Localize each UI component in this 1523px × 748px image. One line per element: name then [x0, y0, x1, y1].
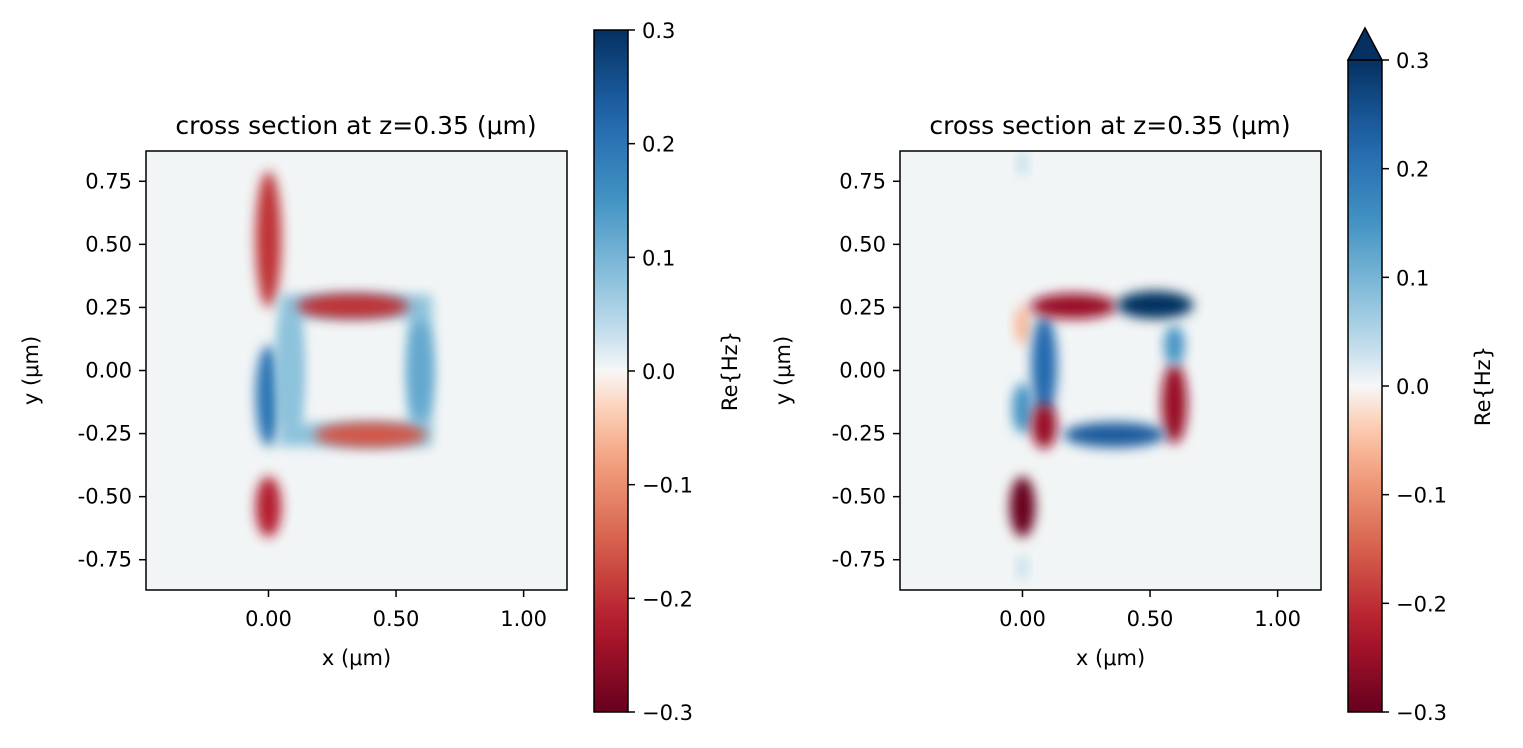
field-lobe-12	[1017, 554, 1028, 580]
colorbar-tick-label: 0.3	[642, 19, 675, 43]
colorbar-tick-label: 0.3	[1396, 49, 1429, 73]
colorbar-tick-label: −0.1	[1396, 484, 1447, 508]
x-tick-label: 0.00	[245, 607, 292, 631]
colorbar-label: Re{Hz}	[1471, 346, 1495, 426]
field-lobe-4	[1031, 314, 1057, 416]
x-tick-label: 0.50	[373, 607, 420, 631]
chart-title: cross section at z=0.35 (μm)	[175, 111, 536, 140]
colorbar: 0.3 0.2 0.1 0.0 −0.1 −0.2 −0.3 Re{Hz}	[593, 19, 742, 725]
chart-title: cross section at z=0.35 (μm)	[929, 111, 1290, 140]
colorbar-tick-label: 0.2	[1396, 158, 1429, 182]
heatmap-panel-2: 0.00 0.50 1.00 0.75 0.50 0.25 0.00 -0.25 -0.50 -0…	[771, 26, 1495, 725]
x-tick-label: 0.00	[999, 607, 1046, 631]
heatmap-background	[900, 151, 1321, 590]
colorbar-tick-label: 0.1	[1396, 266, 1429, 290]
field-lobe-6	[314, 422, 427, 448]
y-tick-label: 0.00	[839, 359, 886, 383]
field-lobe-9	[1164, 325, 1185, 366]
colorbar-tick-label: −0.2	[642, 587, 693, 611]
y-tick-label: 0.00	[85, 359, 132, 383]
colorbar-gradient	[1348, 60, 1382, 712]
y-tick-label: -0.50	[832, 485, 886, 509]
field-lobe-5	[1031, 403, 1057, 449]
y-tick-label: -0.75	[832, 548, 886, 572]
colorbar-tick-label: −0.3	[642, 701, 693, 725]
x-tick-label: 0.50	[1127, 607, 1174, 631]
field-lobe-8	[277, 314, 303, 427]
colorbar-tick-label: −0.3	[1396, 701, 1447, 725]
colorbar-tick-label: 0.1	[642, 246, 675, 270]
colorbar-label: Re{Hz}	[718, 331, 742, 411]
y-tick-label: 0.50	[839, 232, 886, 256]
x-tick-label: 1.00	[500, 607, 547, 631]
y-tick-label: -0.75	[78, 548, 132, 572]
field-lobe-11	[1017, 151, 1028, 177]
field-layer	[255, 171, 434, 538]
y-axis-label: y (μm)	[19, 336, 43, 405]
colorbar-tick-label: 0.2	[642, 133, 675, 157]
field-lobe-1	[1009, 476, 1036, 538]
field-lobe-7	[407, 320, 434, 421]
y-tick-label: 0.75	[85, 169, 132, 193]
colorbar: 0.3 0.2 0.1 0.0 −0.1 −0.2 −0.3 Re{Hz}	[1346, 26, 1495, 725]
field-lobe-7	[1116, 291, 1194, 319]
field-lobe-2	[1012, 383, 1033, 434]
field-lobe-5	[296, 293, 409, 319]
field-lobe-1	[255, 171, 282, 308]
x-tick-label: 1.00	[1254, 607, 1301, 631]
colorbar-tick-label: −0.2	[1396, 592, 1447, 616]
field-lobe-10	[1063, 422, 1166, 448]
y-tick-label: 0.50	[85, 232, 132, 256]
y-tick-label: -0.25	[832, 422, 886, 446]
field-lobe-6	[1030, 293, 1117, 319]
y-tick-label: -0.25	[78, 422, 132, 446]
field-layer	[1009, 151, 1194, 580]
colorbar-gradient	[594, 30, 628, 712]
y-tick-label: 0.25	[839, 295, 886, 319]
x-axis-label: x (μm)	[322, 646, 391, 670]
x-axis-label: x (μm)	[1076, 646, 1145, 670]
y-tick-label: -0.50	[78, 485, 132, 509]
field-lobe-8	[1161, 362, 1188, 444]
colorbar-tick-label: −0.1	[642, 474, 693, 498]
field-lobe-3	[255, 476, 282, 538]
field-lobe-2	[255, 345, 282, 447]
y-tick-label: 0.75	[839, 169, 886, 193]
y-tick-label: 0.25	[85, 295, 132, 319]
heatmap-background	[146, 151, 567, 590]
y-axis-label: y (μm)	[771, 336, 795, 405]
colorbar-tick-label: 0.0	[642, 360, 675, 384]
field-lobe-3	[1014, 304, 1031, 346]
heatmap-panel-1: 0.00 0.50 1.00 0.75 0.50 0.25 0.00 -0.25 -0.50 -0…	[19, 19, 742, 725]
colorbar-extend-arrow	[1346, 26, 1384, 61]
colorbar-tick-label: 0.0	[1396, 375, 1429, 399]
